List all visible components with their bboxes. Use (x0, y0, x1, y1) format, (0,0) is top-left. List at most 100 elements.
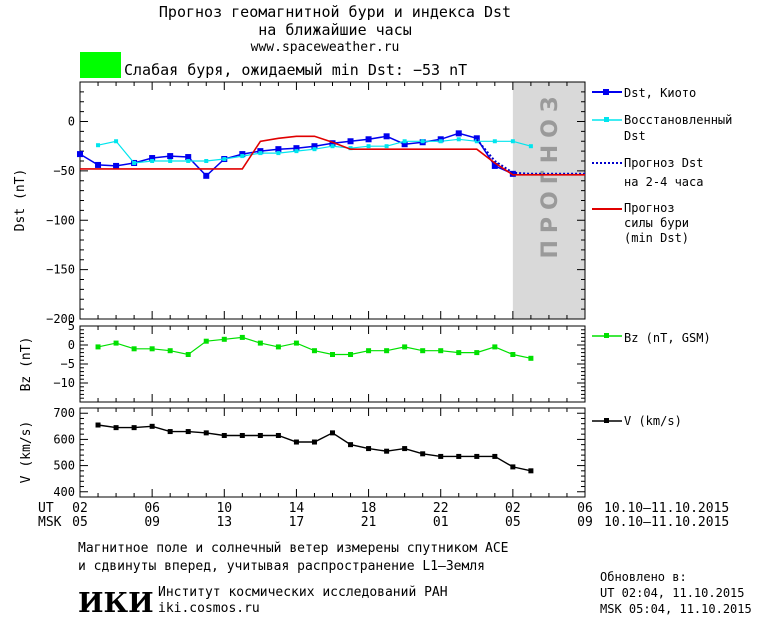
data-point (366, 446, 372, 452)
data-point (275, 432, 281, 438)
data-point (330, 430, 335, 436)
svg-text:Dst: Dst (624, 129, 646, 143)
data-point (366, 348, 372, 354)
data-point (348, 146, 353, 151)
data-point (221, 336, 227, 342)
ut-tick-label: 14 (289, 501, 305, 516)
data-point (528, 355, 534, 361)
website-link[interactable]: www.spaceweather.ru (251, 40, 400, 55)
data-point (131, 425, 137, 431)
data-point (239, 432, 245, 438)
data-point (167, 348, 173, 354)
data-point (95, 344, 101, 350)
data-point (420, 139, 425, 144)
data-point (528, 468, 534, 474)
data-point (402, 344, 408, 350)
data-point (401, 141, 408, 148)
series-line (476, 138, 585, 175)
svg-text:на 2-4 часа: на 2-4 часа (624, 175, 703, 189)
data-point (293, 145, 300, 152)
data-point (312, 147, 317, 152)
data-point (113, 425, 119, 431)
data-point (348, 352, 354, 357)
msk-tick-label: 05 (72, 515, 88, 530)
legend-dst-kyoto: Dst, Киото (592, 86, 696, 100)
y-tick-label: 700 (53, 406, 75, 420)
ut-tick-label: 06 (144, 501, 160, 516)
ut-axis-label: UT (38, 501, 54, 516)
data-point (257, 432, 263, 438)
y-tick-label: −10 (53, 376, 75, 390)
data-point (365, 136, 372, 143)
institute-name: Институт космических исследований РАН (158, 585, 448, 600)
dst-axis-label: Dst (nT) (13, 169, 28, 232)
data-point (203, 338, 209, 344)
data-point (149, 346, 155, 352)
ut-tick-label: 06 (577, 501, 593, 516)
v-panel-frame (79, 407, 586, 498)
y-tick-label: −200 (46, 312, 75, 326)
data-point (330, 352, 335, 357)
data-point (330, 144, 335, 149)
data-point (311, 348, 317, 354)
data-point (474, 453, 480, 459)
data-point (311, 439, 317, 445)
bz-panel-frame (79, 325, 586, 403)
institute-logo: ИКИ (78, 588, 154, 619)
ut-tick-label: 10 (216, 501, 232, 516)
svg-text:Прогноз: Прогноз (624, 201, 675, 215)
data-point (132, 160, 137, 165)
data-point (474, 350, 480, 356)
data-point (438, 348, 444, 354)
date-range-ut: 10.10–11.10.2015 (604, 501, 729, 516)
data-point (168, 159, 173, 163)
y-tick-label: 0 (68, 338, 75, 352)
data-point (311, 143, 318, 150)
data-point (276, 151, 281, 156)
msk-axis-label: MSK (38, 515, 62, 530)
y-tick-label: 400 (53, 485, 75, 499)
data-point (348, 442, 354, 448)
legend-forecast-dst: Прогноз Dst на 2-4 часа (592, 156, 703, 189)
y-tick-label: −5 (61, 357, 75, 371)
storm-status-indicator (80, 52, 121, 78)
msk-tick-label: 01 (433, 515, 449, 530)
series-line (97, 336, 532, 359)
bz-axis-label: Bz (nT) (19, 337, 34, 392)
ut-tick-label: 02 (72, 501, 88, 516)
y-tick-label: −50 (53, 164, 75, 178)
legend-bz: Bz (nT, GSM) (592, 331, 711, 345)
data-point (420, 348, 426, 354)
ut-tick-label: 02 (505, 501, 521, 516)
v-panel: 700 600 500 400 (53, 406, 586, 499)
v-axis-label: V (km/s) (19, 421, 34, 484)
svg-text:Прогноз Dst: Прогноз Dst (624, 156, 703, 170)
data-point (77, 151, 83, 158)
data-point (95, 422, 101, 428)
data-point (275, 146, 282, 153)
footnote-line1: Магнитное поле и солнечный ветер измерен… (78, 541, 508, 556)
dst-panel-frame (79, 81, 586, 320)
data-point (186, 159, 191, 163)
data-point (293, 439, 299, 445)
institute-url[interactable]: iki.cosmos.ru (158, 601, 260, 616)
data-point (167, 153, 174, 160)
msk-tick-label: 09 (577, 515, 593, 530)
svg-text:силы бури: силы бури (624, 216, 689, 230)
updated-label: Обновлено в: (600, 570, 687, 584)
data-point (491, 162, 498, 169)
data-point (510, 139, 515, 144)
time-axis: 02 06 10 14 18 22 02 06 05 09 13 17 21 01 05 09 (72, 501, 593, 530)
series-line (80, 135, 585, 176)
msk-tick-label: 17 (289, 515, 305, 530)
ut-tick-label: 18 (361, 501, 377, 516)
data-point (113, 340, 119, 346)
data-point (239, 334, 245, 340)
data-point (456, 350, 462, 356)
data-point (384, 144, 389, 149)
data-point (149, 423, 155, 429)
data-point (366, 144, 371, 149)
ut-tick-label: 22 (433, 501, 449, 516)
svg-text:Восстановленный: Восстановленный (624, 113, 732, 127)
